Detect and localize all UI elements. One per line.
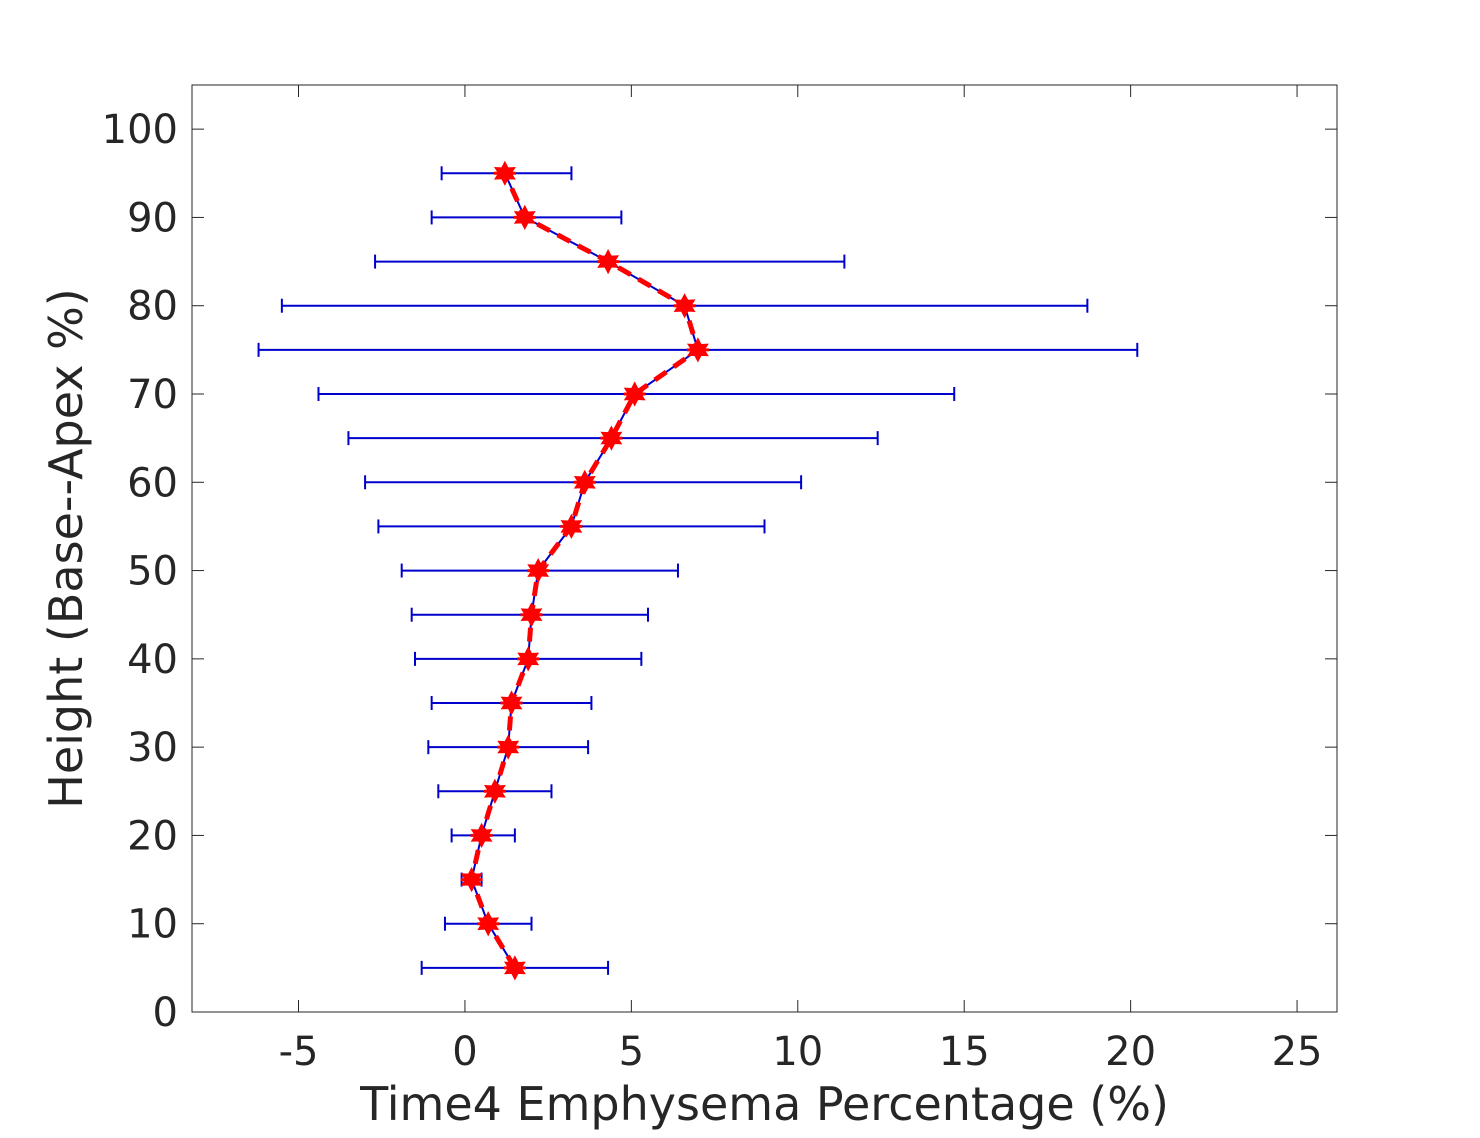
data-point: [560, 513, 583, 540]
y-axis-label: Height (Base--Apex %): [39, 288, 93, 809]
data-point: [673, 293, 696, 319]
y-tick-label: 90: [127, 195, 178, 241]
data-point: [600, 425, 623, 451]
data-point: [573, 469, 596, 495]
y-tick-label: 60: [127, 460, 178, 506]
data-point: [497, 734, 520, 760]
x-axis-label: Time4 Emphysema Percentage (%): [359, 1077, 1169, 1131]
data-point: [520, 602, 543, 628]
y-tick-label: 70: [127, 372, 178, 418]
y-tick-label: 10: [127, 902, 178, 948]
data-point: [517, 646, 540, 672]
x-tick-label: 10: [772, 1029, 823, 1075]
data-point: [503, 955, 526, 981]
plot-area: [192, 85, 1337, 1012]
x-tick-label: 5: [619, 1029, 644, 1075]
data-point: [483, 778, 506, 804]
x-tick-label: 15: [939, 1029, 990, 1075]
data-point: [686, 337, 709, 363]
y-tick-label: 40: [127, 637, 178, 683]
x-tick-label: 0: [452, 1029, 477, 1075]
data-point: [477, 911, 500, 937]
x-tick-label: 25: [1272, 1029, 1323, 1075]
y-tick-label: 30: [127, 725, 178, 771]
y-tick-label: 100: [102, 107, 178, 153]
data-point: [470, 822, 493, 849]
y-tick-label: 0: [153, 990, 178, 1036]
y-tick-label: 20: [127, 813, 178, 859]
y-tick-label: 50: [127, 549, 178, 595]
axes-box: [191, 84, 1338, 1013]
data-point: [500, 690, 523, 716]
data-point: [513, 204, 536, 231]
data-point: [493, 160, 516, 186]
data-point: [527, 557, 550, 584]
y-tick-label: 80: [127, 284, 178, 330]
data-point: [623, 381, 646, 407]
data-point: [597, 248, 620, 275]
x-tick-label: 20: [1105, 1029, 1156, 1075]
data-point: [460, 866, 483, 893]
x-tick-label: -5: [279, 1029, 319, 1075]
